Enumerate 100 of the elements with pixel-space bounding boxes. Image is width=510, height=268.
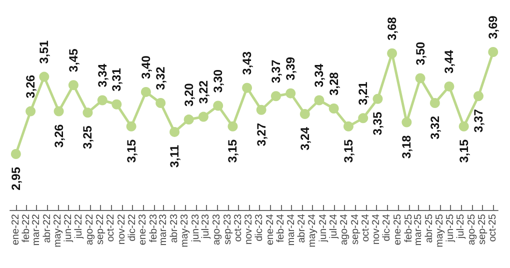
data-label: 3,24 [298,126,312,150]
point [473,91,484,102]
point [256,104,266,115]
data-label: 3,44 [442,50,456,74]
data-label: 3,15 [456,139,471,163]
x-tick-label: mar-22 [30,214,42,246]
x-tick-label: jun-25 [445,214,456,243]
data-label: 3,34 [95,64,110,88]
x-tick-label: jul-23 [200,214,212,240]
x-tick-label: sep-25 [477,214,488,245]
data-label: 3,51 [37,40,52,64]
data-label: 3,32 [154,66,168,90]
x-tick-label: ene-23 [138,214,149,246]
point [184,114,194,125]
x-tick-label: mar-24 [286,214,297,246]
data-label: 3,15 [341,139,356,163]
point [112,99,122,110]
point [430,98,440,108]
data-label: 3,15 [226,139,240,163]
x-tick-label: feb-25 [403,214,414,242]
data-label: 3,40 [138,55,153,79]
data-label: 3,22 [196,80,210,104]
point [343,121,354,132]
x-tick-label: oct-23 [232,214,244,242]
x-tick-label: may-24 [307,214,318,248]
x-tick-label: sep-22 [95,214,106,245]
x-tick-label: may-22 [52,214,64,248]
point [286,88,296,98]
x-tick-label: mar-23 [158,214,170,246]
point [270,91,281,102]
point [228,121,238,132]
data-label: 3,21 [356,81,370,106]
data-label: 3,43 [240,51,254,75]
x-tick-label: dic-24 [382,214,393,242]
data-label: 3,50 [413,42,428,66]
x-tick-label: oct-25 [488,214,499,242]
data-label: 3,69 [486,15,500,39]
x-tick-label: ago-23 [212,214,223,246]
point [328,104,339,114]
x-tick-label: sep-23 [222,214,234,245]
x-tick-label: nov-22 [116,214,128,245]
data-label: 3,37 [268,59,283,84]
x-tick-label: jul-22 [74,214,85,240]
point [415,73,426,84]
x-tick-label: mar-25 [413,214,424,246]
data-label: 3,39 [284,56,298,80]
data-label: 3,31 [110,68,124,92]
x-tick-label: sep-24 [350,214,361,245]
x-tick-label: oct-24 [360,214,372,242]
x-tick-label: ene-22 [10,214,22,246]
data-label: 3,15 [124,139,138,163]
x-tick-label: nov-23 [244,214,255,245]
point [26,106,36,116]
point [444,81,454,92]
x-tick-label: ene-25 [392,214,404,246]
point [488,47,498,57]
point [97,95,108,106]
data-label: 3,37 [471,108,486,132]
point [68,80,78,90]
point [54,106,64,116]
point [387,48,398,58]
data-label: 3,32 [428,116,442,140]
point [39,72,50,82]
point [126,121,136,132]
data-label: 3,30 [211,69,226,93]
x-tick-label: feb-24 [276,214,287,242]
x-tick-label: may-25 [434,214,446,248]
point [372,94,383,104]
x-tick-label: oct-22 [106,214,117,242]
x-tick-label: jul-25 [456,214,467,240]
x-tick-label: abr-22 [42,214,53,243]
data-label: 3,34 [312,64,326,88]
point [82,108,93,118]
point [314,95,324,106]
point [156,98,166,108]
x-tick-label: jun-23 [190,214,202,243]
x-tick-label: feb-22 [21,214,32,242]
x-tick-label: abr-24 [296,214,308,243]
x-tick-label: jul-24 [328,214,340,240]
x-tick-label: ene-24 [264,214,276,246]
data-label: 3,26 [24,74,38,98]
point [458,121,469,132]
x-tick-label: dic-22 [126,214,138,242]
data-label: 3,11 [168,144,182,168]
point [402,117,412,128]
x-tick-label: abr-25 [424,214,435,243]
x-tick-label: ago-25 [466,214,478,246]
x-tick-label: jun-24 [318,214,329,243]
x-tick-label: may-23 [179,214,190,248]
data-label: 3,68 [385,16,400,40]
x-tick-label: nov-24 [371,214,382,245]
data-label: 3,28 [326,72,341,96]
x-tick-label: feb-23 [148,214,160,242]
data-label: 2,95 [8,166,23,190]
point [170,126,180,137]
point [300,109,310,120]
point [358,113,368,124]
data-label: 3,25 [80,125,95,150]
x-tick-label: abr-23 [169,214,180,243]
x-tick-label: dic-23 [254,214,266,242]
